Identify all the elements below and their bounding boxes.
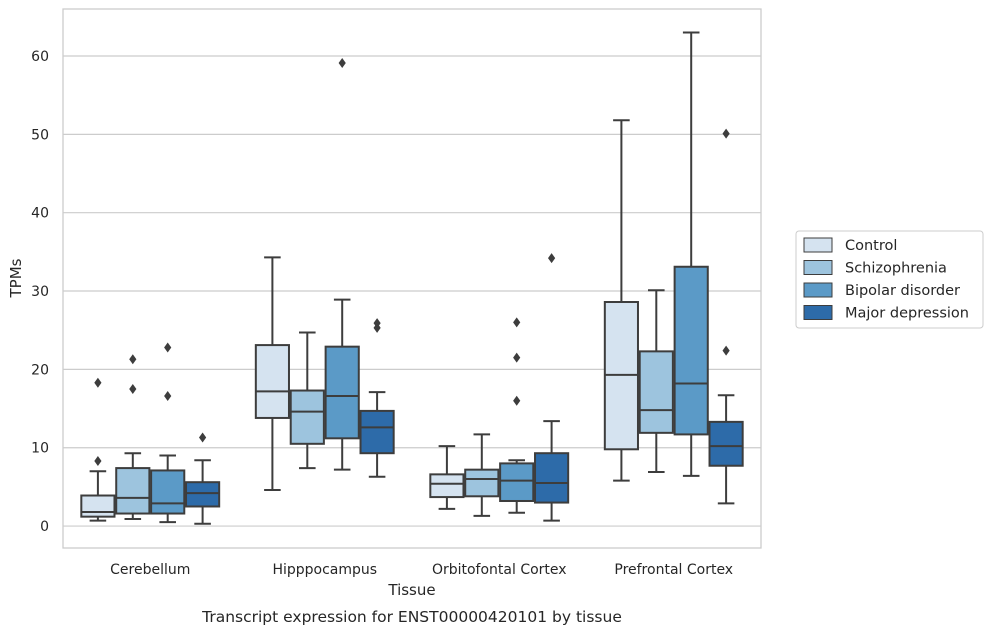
legend-swatch	[803, 237, 833, 253]
box-plot	[499, 317, 535, 514]
y-tick-label: 0	[40, 519, 49, 535]
y-tick-label: 20	[31, 362, 49, 378]
series-bipolar-disorder	[150, 31, 709, 524]
plot-area-frame	[62, 8, 762, 549]
legend-frame	[795, 230, 984, 329]
outlier-point	[164, 342, 172, 353]
x-tick-label: Prefrontal Cortex	[614, 562, 733, 578]
outlier-point	[513, 317, 521, 328]
box-iqr	[185, 481, 221, 508]
chart-caption: Transcript expression for ENST0000042010…	[201, 608, 622, 626]
legend-label: Control	[845, 238, 897, 254]
box-plot	[673, 31, 709, 477]
y-tick-label: 40	[31, 206, 49, 222]
y-tick-label: 30	[31, 284, 49, 300]
y-tick-label: 60	[31, 49, 49, 65]
y-axis-ticks: 0 10 20 30 40 50 60	[31, 49, 49, 535]
outlier-point	[94, 456, 102, 467]
box-iqr	[464, 468, 500, 498]
x-tick-label: Orbitofontal Cortex	[432, 562, 567, 578]
series-schizophrenia	[115, 289, 674, 521]
x-tick-label: Cerebellum	[110, 562, 190, 578]
legend-label: Major depression	[845, 306, 969, 322]
box-plot	[80, 377, 116, 522]
y-tick-label: 50	[31, 127, 49, 143]
series-control	[80, 119, 639, 522]
box-plot	[464, 433, 500, 517]
outlier-point	[129, 383, 137, 394]
y-tick-label: 10	[31, 441, 49, 457]
box-iqr	[80, 494, 116, 518]
legend: Control Schizophrenia Bipolar disorder Majo…	[795, 230, 984, 329]
gridlines	[63, 55, 761, 527]
box-iqr	[150, 469, 186, 515]
box-iqr	[429, 473, 465, 499]
box-plot-series	[80, 31, 744, 525]
box-plot	[254, 256, 290, 492]
box-plot	[638, 289, 674, 474]
box-plot	[359, 318, 395, 478]
outlier-point	[513, 395, 521, 406]
outlier-point	[513, 352, 521, 363]
outlier-point	[94, 377, 102, 388]
box-iqr	[708, 420, 744, 467]
box-plot	[603, 119, 639, 482]
x-tick-label: Hipppocampus	[272, 562, 377, 578]
legend-swatch	[803, 260, 833, 275]
legend-label: Schizophrenia	[845, 261, 947, 277]
box-iqr	[254, 344, 290, 419]
box-plot	[429, 445, 465, 510]
box-plot	[289, 331, 325, 470]
box-iqr	[359, 409, 395, 455]
box-iqr	[638, 350, 674, 434]
box-iqr	[289, 389, 325, 445]
y-axis-label: TPMs	[7, 258, 25, 298]
box-plot	[185, 432, 221, 525]
box-plot	[115, 354, 151, 521]
outlier-point	[129, 354, 137, 365]
box-iqr	[115, 467, 151, 515]
box-plot	[534, 253, 570, 522]
outlier-point	[722, 128, 730, 139]
box-iqr	[673, 265, 709, 436]
outlier-point	[199, 432, 207, 443]
box-iqr	[499, 462, 535, 502]
x-axis-label: Tissue	[387, 581, 435, 599]
outlier-point	[164, 391, 172, 402]
box-plot	[324, 58, 360, 471]
box-plot	[708, 128, 744, 505]
outlier-point	[548, 253, 556, 264]
legend-label: Bipolar disorder	[845, 283, 960, 299]
legend-swatch	[803, 305, 833, 320]
outlier-point	[722, 345, 730, 356]
outlier-point	[373, 318, 381, 329]
outlier-point	[338, 58, 346, 69]
box-iqr	[324, 345, 360, 440]
box-plot	[150, 342, 186, 524]
x-axis-ticks: Cerebellum Hipppocampus Orbitofontal Corte…	[110, 562, 733, 578]
legend-swatch	[803, 282, 833, 298]
series-major-depression	[185, 128, 744, 525]
box-iqr	[534, 452, 570, 504]
